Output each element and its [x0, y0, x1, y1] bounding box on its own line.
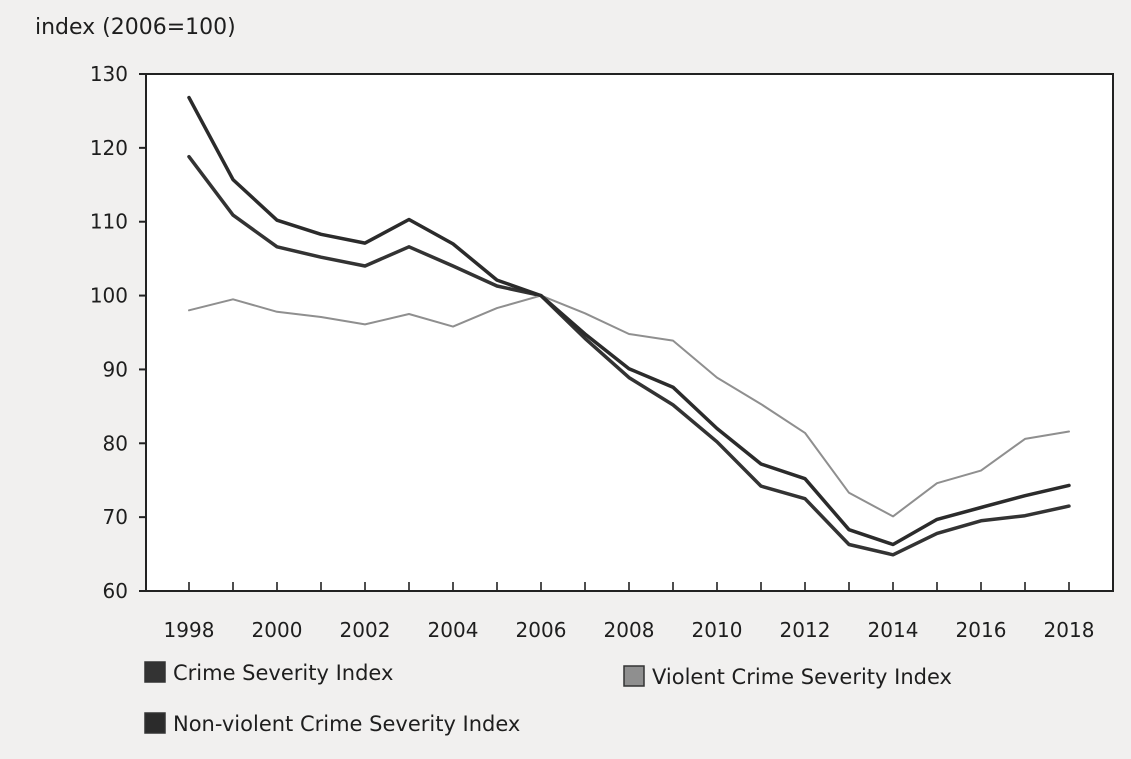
- series-lines: [187, 95, 1071, 557]
- legend-swatch: [144, 712, 166, 734]
- legend-item: Non-violent Crime Severity Index: [144, 712, 520, 736]
- plot-area: [145, 73, 1114, 592]
- y-tick-label: 70: [103, 505, 128, 529]
- x-tick-label: 2016: [956, 618, 1007, 642]
- y-tick-label: 130: [90, 62, 128, 86]
- y-axis: 60 70 80 90 100 110 120 130: [90, 62, 146, 603]
- legend-swatch: [623, 665, 645, 687]
- series-line-1: [187, 154, 1071, 557]
- series-line-2: [188, 294, 1070, 518]
- x-tick-label: 1998: [164, 618, 215, 642]
- legend-label: Crime Severity Index: [173, 661, 393, 685]
- y-tick-label: 60: [103, 579, 128, 603]
- x-tick-label: 2004: [428, 618, 479, 642]
- series-line-3: [187, 95, 1071, 547]
- x-tick-label: 2010: [692, 618, 743, 642]
- x-tick-label: 2014: [868, 618, 919, 642]
- legend: Crime Severity Index Violent Crime Severi…: [144, 661, 952, 736]
- y-tick-label: 100: [90, 284, 128, 308]
- y-tick-label: 120: [90, 136, 128, 160]
- x-tick-label: 2018: [1044, 618, 1095, 642]
- x-axis: 1998 2000 2002 2004 2006 2008 2010 2012 2014 2016…: [164, 582, 1095, 642]
- x-tick-label: 2008: [604, 618, 655, 642]
- legend-label: Non-violent Crime Severity Index: [173, 712, 520, 736]
- y-tick-label: 110: [90, 210, 128, 234]
- y-tick-label: 90: [103, 357, 128, 381]
- y-axis-unit-label: index (2006=100): [35, 15, 236, 40]
- legend-swatch: [144, 661, 166, 683]
- y-tick-label: 80: [103, 431, 128, 455]
- x-tick-label: 2002: [340, 618, 391, 642]
- legend-item: Crime Severity Index: [144, 661, 393, 685]
- legend-label: Violent Crime Severity Index: [652, 665, 952, 689]
- x-tick-label: 2012: [780, 618, 831, 642]
- x-tick-label: 2000: [252, 618, 303, 642]
- x-tick-label: 2006: [516, 618, 567, 642]
- legend-item: Violent Crime Severity Index: [623, 665, 952, 689]
